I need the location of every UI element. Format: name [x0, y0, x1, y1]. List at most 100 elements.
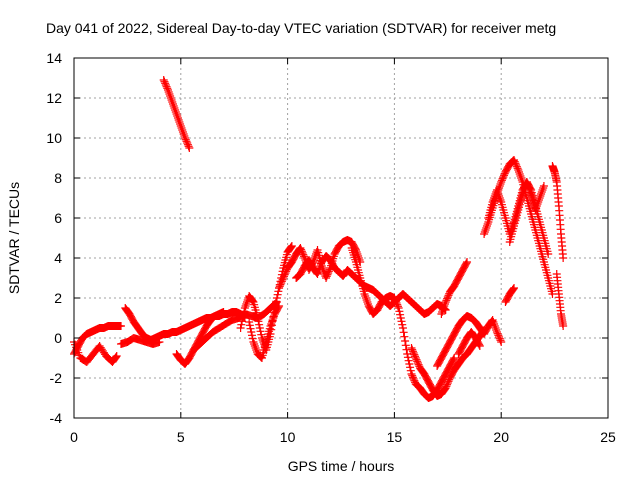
- data-point-fill: [509, 285, 518, 293]
- data-point-fill: [396, 314, 405, 322]
- series-f: [172, 308, 228, 368]
- data-point-fill: [251, 344, 260, 352]
- series-t: [505, 178, 553, 258]
- data-point-fill: [163, 84, 172, 93]
- data-point-fill: [245, 321, 254, 330]
- data-point-fill: [493, 188, 502, 196]
- data-point-fill: [183, 139, 192, 147]
- data-point-fill: [178, 126, 187, 134]
- data-point: [480, 230, 489, 238]
- data-point-fill: [440, 300, 449, 308]
- data-point-fill: [281, 269, 290, 277]
- data-point: [514, 166, 523, 174]
- data-point-fill: [443, 380, 452, 389]
- data-point-fill: [516, 172, 525, 180]
- y-tick-label: 4: [54, 250, 62, 266]
- data-point: [240, 304, 249, 312]
- data-point: [394, 304, 403, 312]
- data-point-fill: [537, 188, 546, 196]
- data-point-fill: [494, 331, 503, 340]
- data-point: [322, 274, 331, 282]
- data-point: [488, 198, 497, 206]
- y-tick-label: 6: [54, 210, 62, 226]
- data-point: [492, 328, 501, 336]
- data-point-fill: [361, 294, 370, 302]
- data-point-fill: [512, 161, 521, 169]
- data-point-fill: [278, 275, 287, 284]
- data-point: [450, 354, 459, 362]
- data-point-fill: [162, 82, 171, 91]
- data-point-fill: [246, 324, 255, 333]
- data-point: [407, 344, 416, 352]
- data-point-fill: [414, 360, 423, 369]
- data-point-fill: [409, 375, 418, 383]
- data-point-fill: [179, 130, 188, 138]
- data-point-fill: [497, 176, 506, 185]
- data-point-fill: [534, 196, 543, 204]
- data-point: [257, 334, 266, 342]
- data-point-fill: [166, 92, 175, 100]
- data-point-fill: [282, 267, 291, 276]
- data-point-fill: [180, 132, 189, 140]
- data-point-fill: [499, 173, 508, 181]
- y-axis-label: SDTVAR / TECUs: [6, 182, 22, 294]
- data-point-fill: [498, 174, 507, 183]
- data-point-fill: [254, 317, 263, 326]
- data-point-fill: [173, 114, 182, 122]
- data-point: [155, 338, 164, 346]
- data-point-fill: [539, 184, 548, 192]
- data-point-fill: [241, 302, 250, 310]
- data-point-fill: [495, 333, 504, 341]
- data-point-fill: [393, 302, 402, 311]
- series-d: [116, 334, 164, 348]
- data-point-fill: [481, 226, 490, 234]
- data-point-fill: [496, 180, 505, 188]
- data-point: [463, 258, 472, 266]
- data-point-fill: [538, 186, 547, 194]
- data-point-fill: [494, 190, 503, 198]
- data-point: [497, 178, 506, 186]
- data-point-fill: [275, 282, 284, 291]
- data-point-fill: [274, 303, 283, 312]
- chart-title: Day 041 of 2022, Sidereal Day-to-day VTE…: [46, 20, 556, 36]
- data-point-fill: [258, 336, 267, 344]
- data-point-fill: [248, 334, 257, 343]
- data-point: [559, 322, 568, 330]
- series-w: [552, 270, 568, 330]
- data-point-fill: [408, 373, 417, 382]
- data-point-fill: [444, 291, 453, 300]
- data-point: [172, 110, 181, 118]
- data-point-fill: [174, 116, 183, 124]
- data-point: [539, 182, 548, 190]
- data-point-fill: [510, 157, 519, 166]
- data-point-fill: [482, 222, 491, 230]
- y-tick-label: 0: [54, 330, 62, 346]
- plot-frame: [73, 57, 609, 419]
- data-point-fill: [167, 96, 176, 104]
- data-point-fill: [519, 186, 528, 194]
- data-point: [497, 338, 506, 346]
- data-point: [185, 144, 194, 152]
- data-point-fill: [161, 79, 170, 88]
- data-points: [70, 76, 568, 402]
- data-point-fill: [490, 322, 499, 330]
- data-point-fill: [440, 302, 449, 310]
- data-point: [518, 190, 527, 198]
- data-point-fill: [512, 162, 521, 171]
- data-point: [249, 338, 258, 346]
- data-point-fill: [495, 192, 504, 200]
- data-point: [176, 122, 185, 130]
- data-point-fill: [274, 287, 283, 296]
- data-point-fill: [322, 272, 331, 281]
- data-point-fill: [250, 340, 259, 348]
- data-point: [313, 270, 322, 278]
- data-point-fill: [449, 355, 458, 364]
- data-point: [407, 370, 416, 378]
- data-point-fill: [413, 357, 422, 366]
- data-point-fill: [508, 286, 517, 294]
- data-point-fill: [168, 100, 177, 108]
- data-point-fill: [280, 270, 289, 279]
- data-point-fill: [517, 174, 526, 182]
- data-point-fill: [267, 320, 276, 328]
- data-point-fill: [443, 293, 452, 301]
